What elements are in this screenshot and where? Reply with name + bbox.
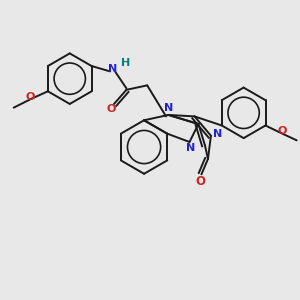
Text: N: N — [164, 103, 174, 113]
Text: H: H — [121, 58, 130, 68]
Text: N: N — [108, 64, 118, 74]
Text: N: N — [186, 143, 196, 153]
Text: O: O — [106, 104, 116, 114]
Text: O: O — [278, 126, 287, 136]
Text: O: O — [25, 92, 35, 102]
Text: N: N — [213, 129, 222, 139]
Text: O: O — [195, 175, 205, 188]
